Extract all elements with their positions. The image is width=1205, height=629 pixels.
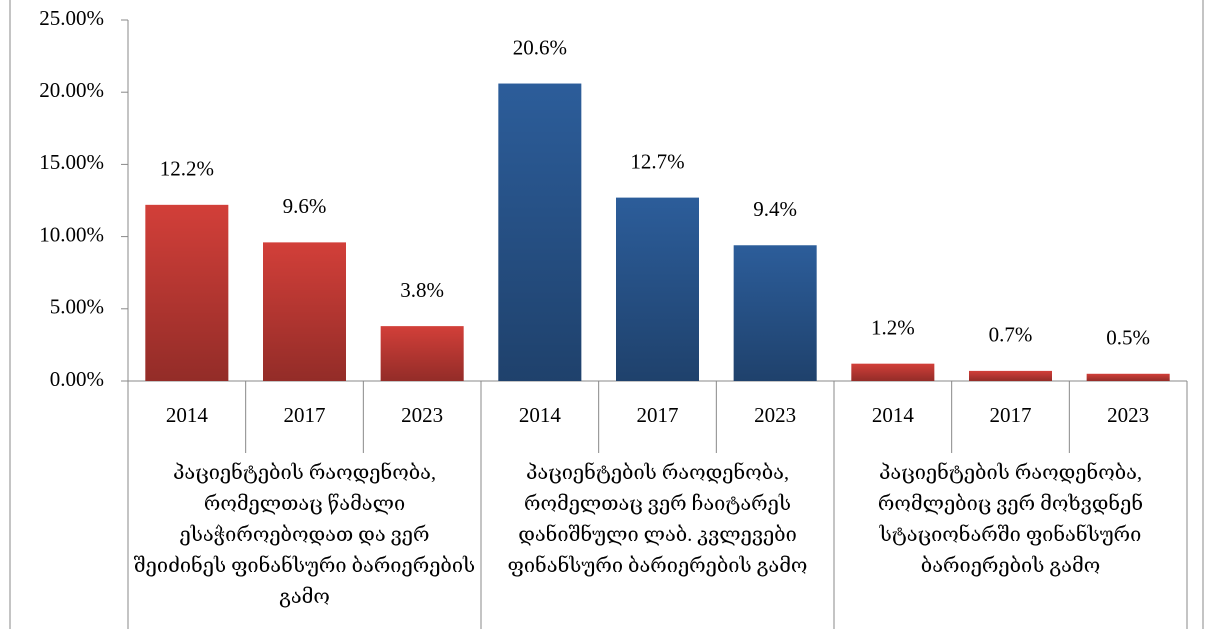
data-label: 12.7%	[630, 149, 684, 173]
y-tick-label: 25.00%	[39, 6, 104, 30]
bar-shade	[733, 245, 817, 381]
bar-shade	[145, 204, 229, 381]
group-label: პაციენტების რაოდენობა, რომელთაც წამალი ე…	[133, 462, 476, 608]
bar-shade	[1086, 373, 1170, 381]
x-tick-label: 2017	[284, 403, 326, 427]
bar-shade	[969, 370, 1052, 381]
group-label: პაციენტების რაოდენობა, რომლებიც ვერ მოხვ…	[877, 462, 1144, 577]
bar-shade	[616, 197, 699, 381]
y-tick-label: 10.00%	[39, 222, 104, 246]
x-tick-label: 2014	[872, 403, 915, 427]
x-tick-label: 2017	[637, 403, 679, 427]
data-label: 3.8%	[400, 278, 444, 302]
y-tick-label: 5.00%	[50, 295, 104, 319]
y-tick-label: 20.00%	[39, 78, 104, 102]
x-tick-label: 2023	[1107, 403, 1149, 427]
data-label: 9.6%	[283, 194, 327, 218]
y-tick-label: 15.00%	[39, 150, 104, 174]
x-tick-label: 2023	[754, 403, 796, 427]
bar-shade	[498, 83, 582, 381]
x-tick-label: 2023	[401, 403, 443, 427]
data-label: 20.6%	[513, 35, 567, 59]
data-label: 9.4%	[753, 197, 797, 221]
bar-shade	[263, 242, 346, 381]
x-tick-label: 2014	[166, 403, 209, 427]
y-tick-label: 0.00%	[50, 367, 104, 391]
data-label: 0.5%	[1106, 326, 1150, 350]
data-label: 12.2%	[160, 157, 214, 181]
group-label: პაციენტების რაოდენობა, რომელთაც ვერ ჩაიტ…	[507, 462, 808, 577]
frame	[9, 0, 1204, 629]
x-tick-label: 2017	[990, 403, 1032, 427]
x-tick-label: 2014	[519, 403, 562, 427]
bar-shade	[851, 363, 935, 381]
data-label: 1.2%	[871, 315, 915, 339]
data-label: 0.7%	[989, 323, 1033, 347]
bar-shade	[380, 326, 464, 381]
